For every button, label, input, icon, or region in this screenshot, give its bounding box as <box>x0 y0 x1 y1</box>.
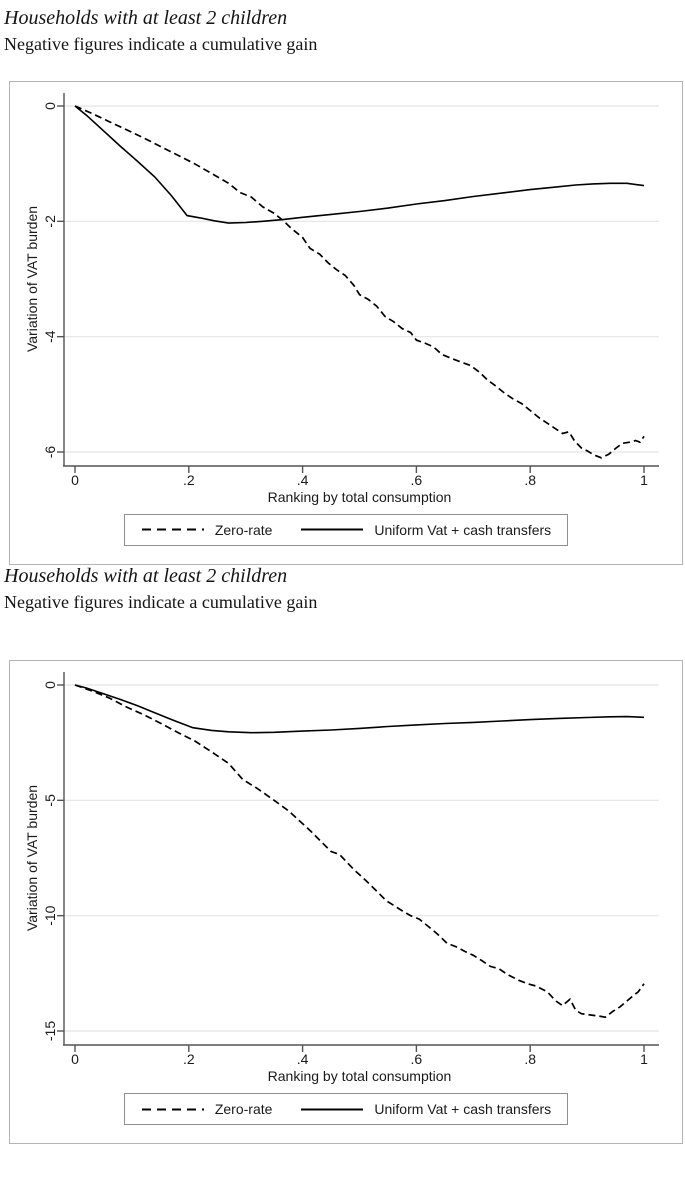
y-axis-title: Variation of VAT burden <box>24 785 40 931</box>
x-tick-label: .6 <box>411 1051 423 1067</box>
x-tick-label: 1 <box>640 472 648 488</box>
series-zero-rate <box>74 104 645 459</box>
x-tick-label: .2 <box>183 472 195 488</box>
x-tick-label: .8 <box>524 1051 536 1067</box>
chart-box: 0 -2 -4 -6 0 .2 .4 .6 .8 1 Variation of VAT burden… <box>9 80 683 565</box>
chart-box: 0 -5 -10 -15 0 .2 .4 .6 .8 1 Variation of VAT burd… <box>9 660 683 1145</box>
legend-dashed-line-sample <box>141 1108 204 1111</box>
y-tick-label: -10 <box>42 906 58 926</box>
x-tick-label: 0 <box>71 1051 79 1067</box>
x-tick-label: .2 <box>183 1051 195 1067</box>
series-uniform-vat-cash-transfers <box>74 684 645 734</box>
figure-subtitle: Negative figures indicate a cumulative g… <box>4 591 318 612</box>
line-chart: 0 -2 -4 -6 0 .2 .4 .6 .8 1 Variation of VAT burden… <box>24 92 659 505</box>
x-axis-title: Ranking by total consumption <box>268 489 452 505</box>
page: Households with at least 2 children Nega… <box>0 7 685 1145</box>
legend-entry-zero-rate: Zero-rate <box>141 1101 273 1118</box>
series-zero-rate <box>74 684 645 1019</box>
legend-box: Zero-rate Uniform Vat + cash transfers <box>123 1093 569 1126</box>
legend-label: Zero-rate <box>214 521 273 538</box>
y-tick-label: -2 <box>42 214 58 227</box>
legend-label: Zero-rate <box>214 1101 273 1118</box>
legend-label: Uniform Vat + cash transfers <box>374 1101 552 1118</box>
legend-dashed-line-sample <box>141 528 204 531</box>
x-tick-label: 1 <box>640 1051 648 1067</box>
figure-bottom: Households with at least 2 children Nega… <box>0 565 685 1145</box>
x-tick-label: .6 <box>411 472 423 488</box>
figure-top: Households with at least 2 children Nega… <box>0 7 685 565</box>
x-tick-label: 0 <box>71 472 79 488</box>
x-axis-title: Ranking by total consumption <box>268 1068 452 1084</box>
legend-solid-line-sample <box>301 528 364 531</box>
y-tick-label: -5 <box>42 794 58 807</box>
figure-subtitle: Negative figures indicate a cumulative g… <box>4 34 318 54</box>
y-tick-label: -6 <box>42 445 58 458</box>
legend-entry-uniform-vat: Uniform Vat + cash transfers <box>300 1101 551 1117</box>
y-tick-label: 0 <box>42 101 58 109</box>
figure-title: Households with at least 2 children <box>4 7 288 29</box>
legend-box: Zero-rate Uniform Vat + cash transfers <box>123 513 569 546</box>
line-chart: 0 -5 -10 -15 0 .2 .4 .6 .8 1 Variation of VAT burd… <box>24 672 659 1084</box>
legend-wrap: Zero-rate Uniform Vat + cash transfers <box>10 1093 682 1126</box>
y-tick-label: -15 <box>42 1021 58 1041</box>
y-axis-title: Variation of VAT burden <box>24 206 40 352</box>
legend-wrap: Zero-rate Uniform Vat + cash transfers <box>10 513 682 546</box>
x-tick-label: .8 <box>524 472 536 488</box>
legend-label: Uniform Vat + cash transfers <box>374 521 552 538</box>
legend-entry-uniform-vat: Uniform Vat + cash transfers <box>300 522 551 538</box>
figure-title: Households with at least 2 children <box>4 564 288 587</box>
legend-entry-zero-rate: Zero-rate <box>141 521 273 538</box>
y-tick-label: 0 <box>42 681 58 689</box>
legend-solid-line-sample <box>301 1108 364 1111</box>
series-uniform-vat-cash-transfers <box>74 104 645 224</box>
x-tick-label: .4 <box>297 472 309 488</box>
y-tick-label: -4 <box>42 330 58 343</box>
x-tick-label: .4 <box>297 1051 309 1067</box>
